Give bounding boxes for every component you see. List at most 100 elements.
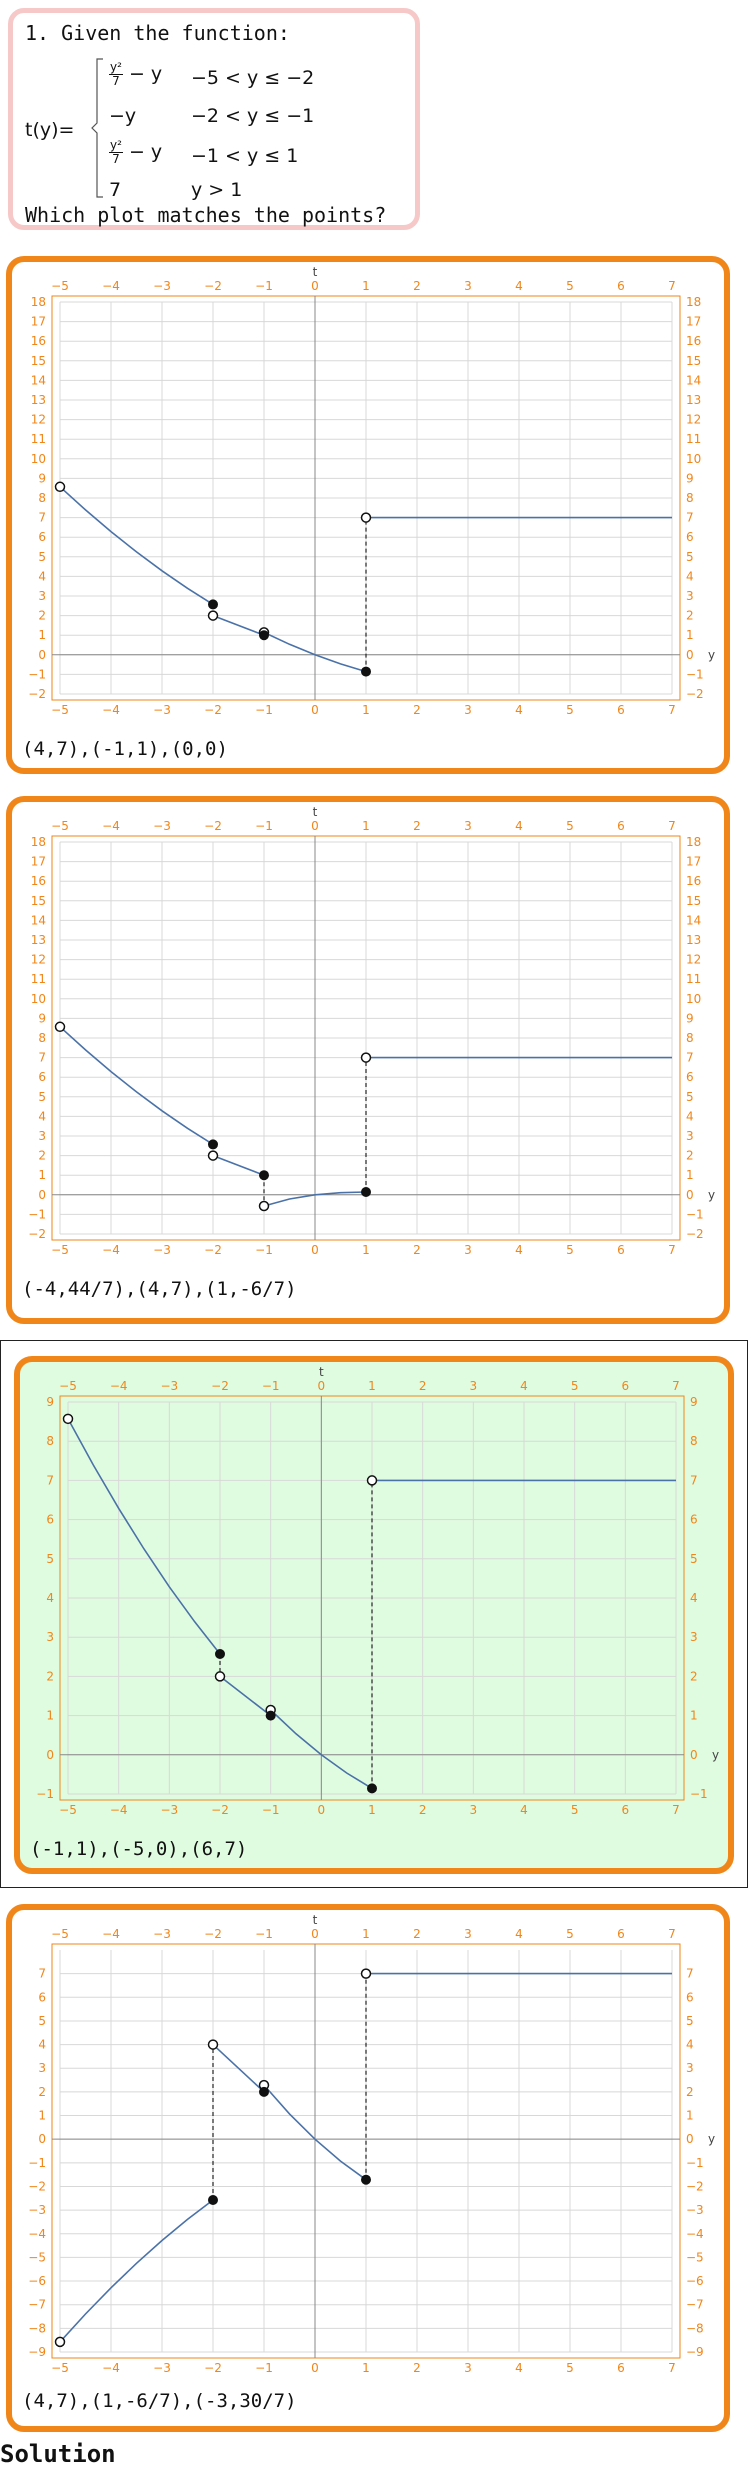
- x-tick-label-bottom: 5: [571, 1803, 579, 1817]
- y-tick-label-left: −1: [28, 1207, 46, 1221]
- open-endpoint: [207, 610, 219, 621]
- piece-cond-1: −5 < y ≤ −2: [191, 67, 315, 89]
- x-tick-label-top: 2: [419, 1379, 427, 1393]
- x-tick-label-bottom: −2: [211, 1803, 229, 1817]
- y-tick-label-right: 15: [686, 354, 701, 368]
- x-tick-label-bottom: −2: [204, 2361, 222, 2375]
- x-tick-label-top: −3: [153, 1927, 171, 1941]
- y-tick-label-right: −2: [686, 687, 704, 701]
- y-tick-label-left: 13: [31, 393, 46, 407]
- x-tick-label-top: 7: [672, 1379, 680, 1393]
- y-tick-label-left: 6: [38, 530, 46, 544]
- y-tick-label-right: 3: [686, 1129, 694, 1143]
- y-tick-label-right: 12: [686, 953, 701, 967]
- y-tick-label-left: 6: [46, 1513, 54, 1527]
- y-tick-label-left: 4: [38, 2038, 46, 2052]
- y-tick-label-left: −7: [28, 2298, 46, 2312]
- y-tick-label-left: −9: [28, 2345, 46, 2359]
- y-tick-label-right: 6: [686, 1070, 694, 1084]
- y-tick-label-left: −2: [28, 687, 46, 701]
- y-tick-label-left: 3: [38, 1129, 46, 1143]
- y-tick-label-right: 3: [686, 589, 694, 603]
- y-tick-label-right: 16: [686, 334, 701, 348]
- x-tick-label-top: 3: [470, 1379, 478, 1393]
- closed-endpoint: [259, 630, 269, 641]
- y-tick-label-left: 15: [31, 354, 46, 368]
- closed-endpoint: [361, 1186, 371, 1197]
- piece-expr-2: −y: [109, 105, 137, 127]
- function-curve: [263, 1191, 367, 1207]
- y-tick-label-right: 4: [686, 1109, 694, 1123]
- x-tick-label-top: −3: [160, 1379, 178, 1393]
- y-tick-label-right: 7: [686, 1051, 694, 1065]
- x-tick-label-top: −2: [211, 1379, 229, 1393]
- option-points-3: (-1,1),(-5,0),(6,7): [30, 1838, 248, 1860]
- y-tick-label-left: 5: [38, 550, 46, 564]
- x-tick-label-top: −2: [204, 1927, 222, 1941]
- y-tick-label-right: 5: [686, 2014, 694, 2028]
- y-tick-label-left: 9: [38, 1011, 46, 1025]
- function-curve: [59, 486, 214, 606]
- y-tick-label-left: 2: [38, 2085, 46, 2099]
- option-card-4[interactable]: −5 −5 −4 −4 −3 −3 −2 −2 −1 −1 0 0 1 1 2 2 3 3 4 4 5 5 6 6 7 7 −9 −9…: [6, 1904, 730, 2432]
- y-tick-label-right: −1: [686, 667, 704, 681]
- x-tick-label-top: 6: [622, 1379, 630, 1393]
- option-chart-3: −5 −5 −4 −4 −3 −3 −2 −2 −1 −1 0 0 1 1 2 2 3 3 4 4 5 5 6 6 7 7 −1 −1…: [36, 1365, 719, 1817]
- open-endpoint: [207, 2039, 219, 2050]
- x-tick-label-bottom: 3: [464, 2361, 472, 2375]
- x-tick-label-top: −5: [51, 279, 69, 293]
- piece-1-numerator: y²: [109, 60, 123, 75]
- x-tick-label-top: 1: [362, 279, 370, 293]
- x-tick-label-bottom: −3: [160, 1803, 178, 1817]
- y-tick-label-left: 11: [31, 972, 46, 986]
- x-tick-label-bottom: −2: [204, 703, 222, 717]
- x-tick-label-top: 6: [617, 819, 625, 833]
- x-tick-label-bottom: −4: [102, 2361, 120, 2375]
- y-tick-label-right: 13: [686, 393, 701, 407]
- x-tick-label-top: 0: [311, 1927, 319, 1941]
- x-tick-label-top: −1: [255, 819, 273, 833]
- y-tick-label-right: 6: [686, 1990, 694, 2004]
- piece-cond-2: −2 < y ≤ −1: [191, 105, 315, 127]
- closed-endpoint: [208, 1139, 218, 1150]
- x-tick-label-top: −2: [204, 819, 222, 833]
- x-tick-label-bottom: 1: [362, 2361, 370, 2375]
- x-tick-label-top: 3: [464, 819, 472, 833]
- x-tick-label-top: −5: [51, 1927, 69, 1941]
- axis-label-t: t: [313, 265, 318, 279]
- open-endpoint: [62, 1413, 74, 1425]
- y-tick-label-left: 4: [46, 1591, 54, 1605]
- x-tick-label-bottom: 0: [318, 1803, 326, 1817]
- y-tick-label-left: 3: [38, 2061, 46, 2075]
- y-tick-label-left: 1: [46, 1709, 54, 1723]
- x-tick-label-bottom: −2: [204, 1243, 222, 1257]
- y-tick-label-left: 18: [31, 835, 46, 849]
- y-tick-label-left: 18: [31, 295, 46, 309]
- y-tick-label-left: 9: [46, 1395, 54, 1409]
- y-tick-label-left: −6: [28, 2274, 46, 2288]
- piece-cond-3: −1 < y ≤ 1: [191, 145, 299, 167]
- x-tick-label-top: 4: [515, 819, 523, 833]
- x-tick-label-bottom: 5: [566, 1243, 574, 1257]
- option-card-2[interactable]: −5 −5 −4 −4 −3 −3 −2 −2 −1 −1 0 0 1 1 2 2 3 3 4 4 5 5 6 6 7 7 −2 −2…: [6, 796, 730, 1324]
- y-tick-label-left: 10: [31, 992, 46, 1006]
- y-tick-label-right: −2: [686, 1227, 704, 1241]
- function-name: t(y)=: [25, 119, 75, 141]
- y-tick-label-left: 8: [38, 491, 46, 505]
- x-tick-label-bottom: 1: [362, 703, 370, 717]
- closed-endpoint: [208, 2194, 218, 2205]
- piece-1-tail: − y: [122, 63, 163, 85]
- question-prompt: Which plot matches the points?: [25, 203, 387, 227]
- y-tick-label-right: 7: [690, 1473, 698, 1487]
- closed-endpoint: [265, 1710, 276, 1721]
- option-card-3[interactable]: −5 −5 −4 −4 −3 −3 −2 −2 −1 −1 0 0 1 1 2 2 3 3 4 4 5 5 6 6 7 7 −1 −1…: [14, 1356, 734, 1874]
- y-tick-label-right: 2: [686, 1149, 694, 1163]
- x-tick-label-top: 0: [311, 819, 319, 833]
- closed-endpoint: [208, 599, 218, 610]
- y-tick-label-left: 16: [31, 874, 46, 888]
- option-card-1[interactable]: −5 −5 −4 −4 −3 −3 −2 −2 −1 −1 0 0 1 1 2 2 3 3 4 4 5 5 6 6 7 7 −2 −2…: [6, 256, 730, 774]
- x-tick-label-top: −1: [262, 1379, 280, 1393]
- x-tick-label-top: 3: [464, 279, 472, 293]
- y-tick-label-left: 4: [38, 569, 46, 583]
